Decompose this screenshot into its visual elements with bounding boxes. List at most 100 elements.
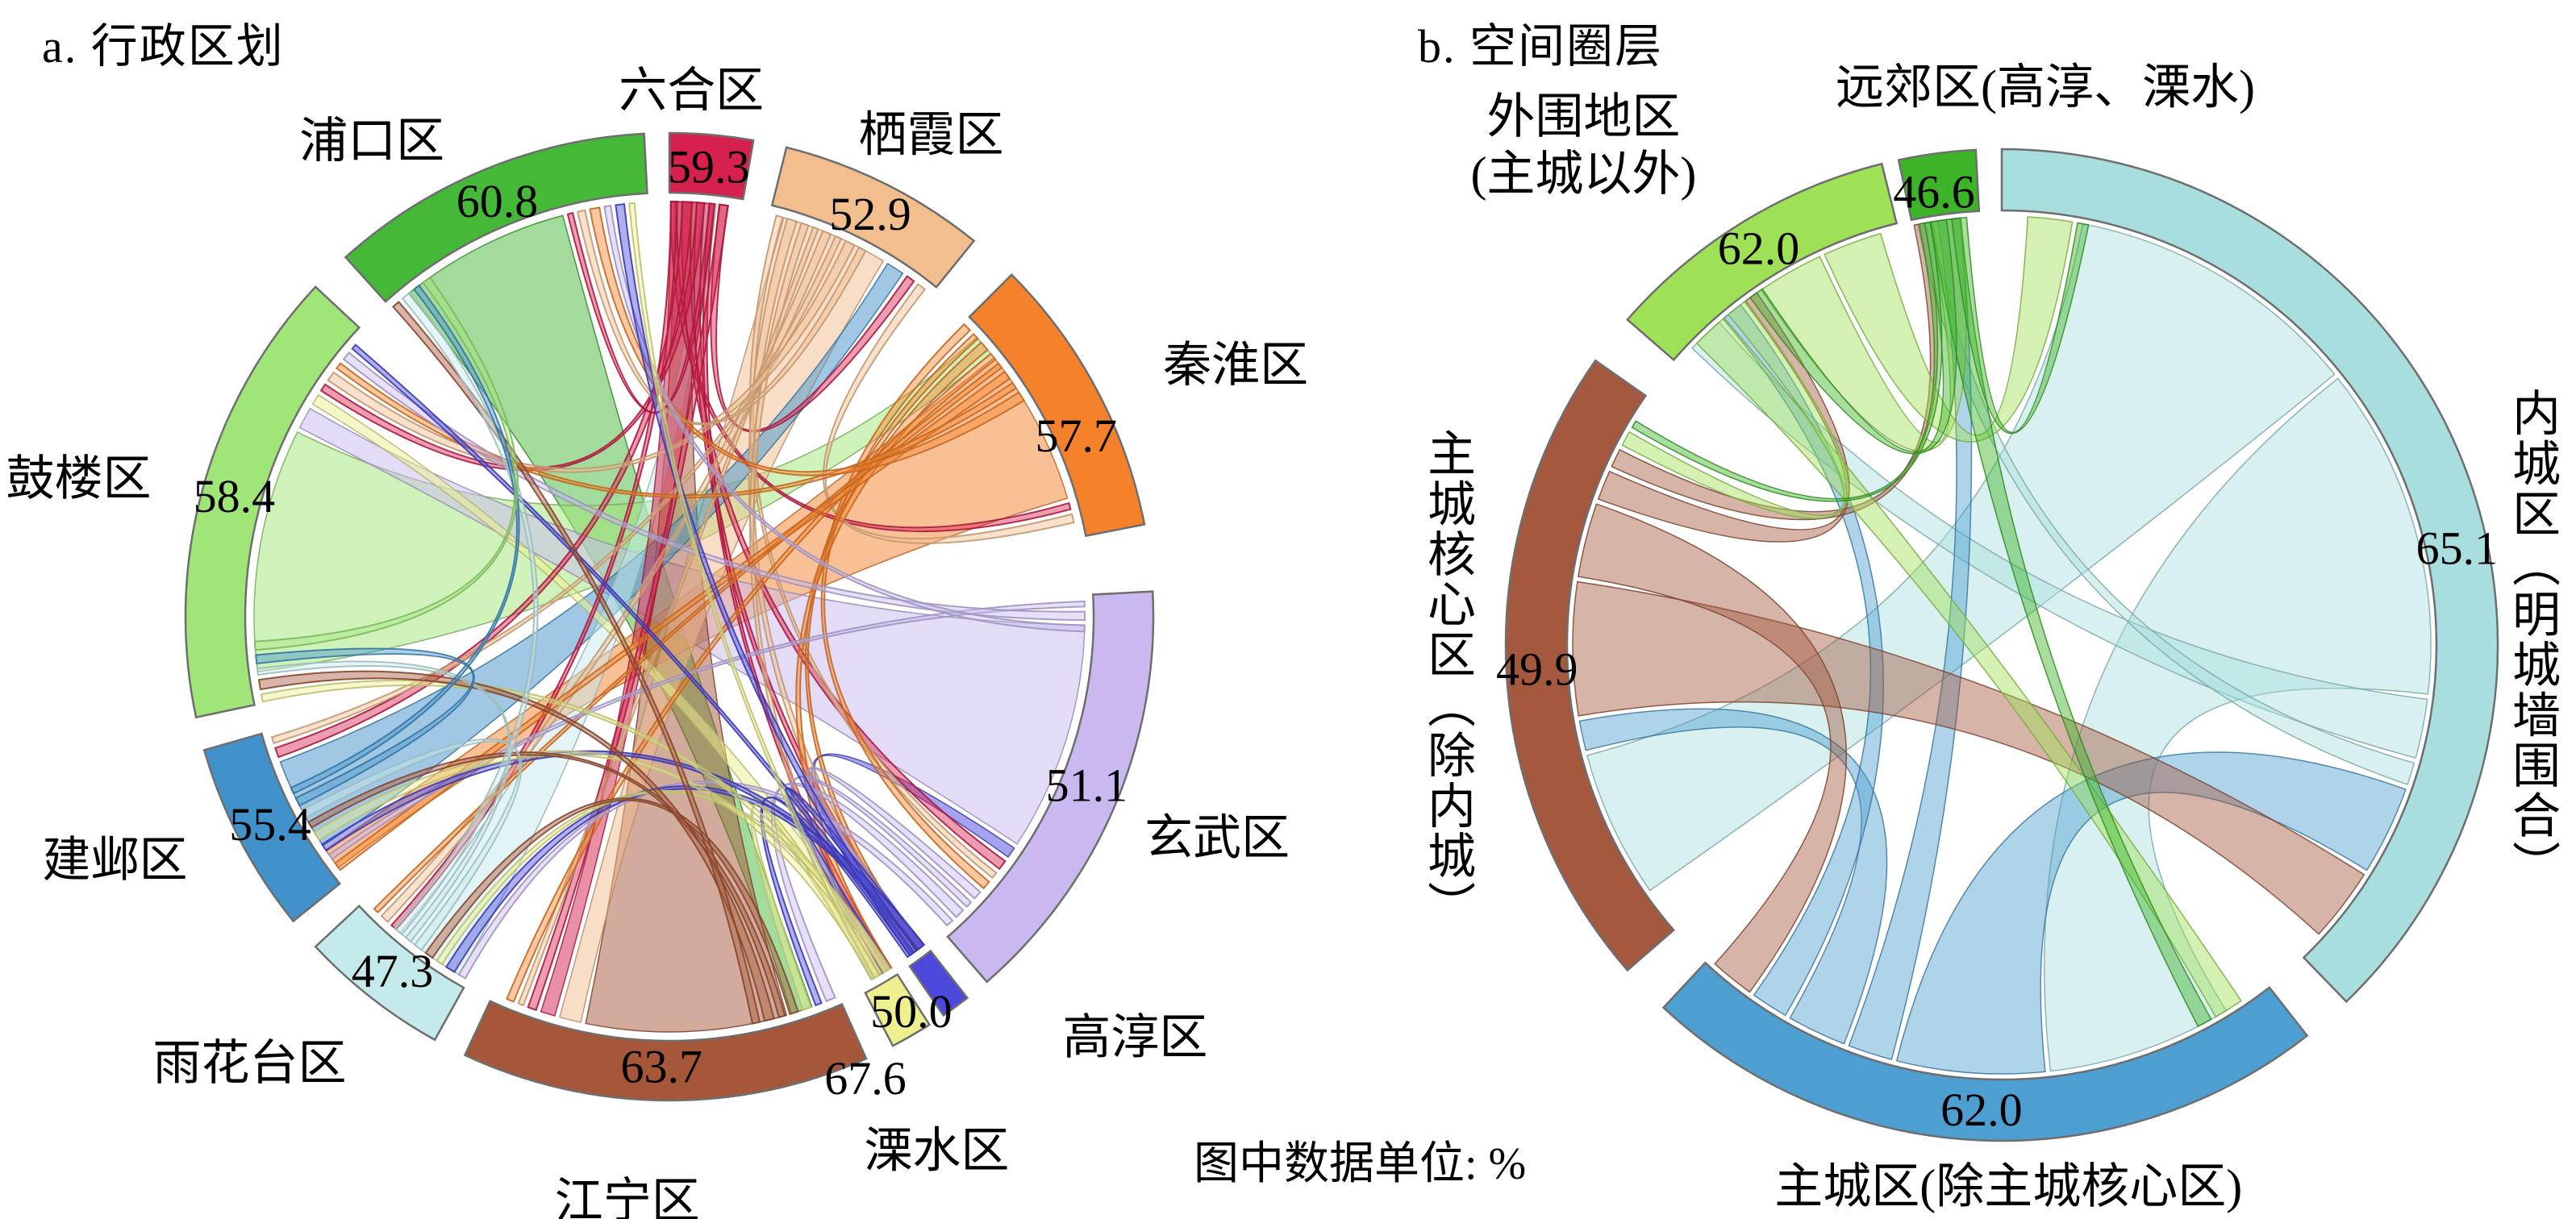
chord-ribbon-thin: [589, 206, 1026, 476]
segment-label: 江宁区: [555, 1175, 700, 1219]
segment-arc-建邺区: [202, 732, 341, 923]
segment-arcs: [1504, 148, 2499, 1142]
ribbons: [1572, 216, 2432, 1075]
chord-ribbon-thin: [257, 670, 775, 1022]
chord-ribbon-thin: [313, 750, 882, 981]
segment-arc-主城核心区(除内城): [1504, 359, 1675, 972]
segment-arc-鼓楼区: [184, 285, 361, 719]
segment-arc-江宁区: [463, 1000, 868, 1102]
segment-value: 63.7: [621, 1040, 703, 1092]
segment-arc-玄武区: [946, 590, 1155, 984]
chord-ribbon-thin: [351, 343, 915, 957]
segment-arc-栖霞区: [770, 146, 976, 289]
segment-arc-六合区: [668, 131, 755, 201]
segment-label: 外围地区(主城以外): [1470, 90, 1696, 201]
chord-ribbon-thin: [710, 203, 915, 433]
chord-ribbon: [1895, 751, 2407, 1075]
chord-ribbon-thin: [615, 202, 919, 957]
chord-ribbon: [1572, 580, 2366, 935]
chord-ribbon: [1824, 216, 2074, 443]
segment-value: 55.4: [229, 798, 311, 851]
chord-ribbon: [1577, 503, 1848, 993]
chord-ribbon-thin: [320, 750, 926, 951]
segment-arc-雨花台区: [314, 904, 465, 1042]
segment-value: 52.9: [829, 188, 911, 240]
chord-ribbon: [811, 753, 1015, 955]
chord-ribbon-thin: [255, 647, 475, 807]
segment-label: 六合区: [619, 64, 764, 117]
segment-value: 59.3: [668, 141, 750, 193]
chord-ribbon-thin: [603, 205, 1086, 633]
chord-ribbon-thin: [290, 284, 520, 795]
chord-ribbon-thin: [342, 351, 1086, 622]
segment-arc-内城区(明城墙围合): [2000, 148, 2499, 1004]
chord-ribbon-thin: [628, 202, 881, 980]
segment-label: 主城区(除主城核心区): [1774, 1160, 2242, 1213]
chord-ribbon-thin: [527, 203, 729, 1012]
segment-value: 47.3: [352, 945, 434, 997]
chord-ribbon-thin: [270, 235, 843, 745]
segment-arc-溧水区: [864, 972, 932, 1047]
chord-ribbon: [1749, 218, 1957, 455]
labels: 内城区︵明城墙围合︶ 65.1 主城区(除主城核心区) 62.0 主城核心区︵除内城︶ 4…: [1428, 61, 2561, 1213]
segment-label: 栖霞区: [858, 108, 1003, 161]
chord-ribbon-thin: [770, 782, 965, 1003]
segment-arc-秦淮区: [968, 273, 1146, 538]
data-unit-note: 图中数据单位: %: [1194, 1139, 1527, 1189]
segment-arc-高淳区: [908, 949, 969, 1017]
segment-arc-主城区(除主城核心区): [1661, 961, 2309, 1142]
chord-ribbon: [1695, 317, 2242, 1018]
segment-value: 57.7: [1036, 410, 1118, 462]
segment-value: 62.0: [1940, 1084, 2023, 1136]
chord-ribbon-thin: [393, 291, 539, 936]
chord-ribbon: [1951, 216, 2090, 435]
segment-value: 65.1: [2416, 522, 2499, 575]
chord-ribbon: [1586, 223, 2336, 892]
chord-ribbon: [1611, 222, 1939, 521]
segment-value: 49.9: [1496, 643, 1578, 696]
segment-value: 62.0: [1718, 223, 1800, 275]
segment-arc-远郊区(高淳、溧水): [1897, 148, 1981, 222]
segment-label: 主城核心区︵除内城︶: [1428, 428, 1476, 934]
chord-ribbon-thin: [391, 301, 761, 1025]
chord-ribbon-thin: [253, 276, 519, 651]
chord-ribbon-thin: [307, 751, 786, 1019]
panel-b-title: b. 空间圈层: [1418, 20, 1664, 73]
chord-ribbon: [1621, 299, 1850, 519]
segment-arcs: [184, 131, 1155, 1102]
panel-a-title: a. 行政区划: [42, 20, 285, 73]
segment-value: 67.6: [824, 1052, 907, 1105]
segment-label: 远郊区(高淳、溧水): [1836, 61, 2255, 114]
segment-label: 建邺区: [42, 834, 187, 887]
segment-value: 60.8: [456, 175, 539, 227]
chord-ribbon: [2044, 377, 2432, 1072]
chord-ribbon-thin: [577, 209, 867, 426]
chord-ribbon-thin: [300, 738, 523, 951]
chart-a-admin-districts: 六合区 59.3 栖霞区 52.9 秦淮区 57.7 玄武区 51.1 高淳区 50.0 溧水区 67…: [6, 64, 1308, 1219]
chord-ribbon: [1578, 708, 1888, 1045]
chord-ribbon-thin: [327, 239, 856, 473]
chord-ribbon-thin: [457, 780, 954, 980]
chord-ribbon-thin: [319, 202, 706, 472]
segment-arc-外围地区(主城以外): [1626, 162, 1899, 362]
segment-value: 46.6: [1893, 166, 1975, 218]
chord-ribbon-thin: [256, 660, 511, 943]
segment-arc-浦口区: [344, 132, 648, 303]
chord-ribbon-thin: [260, 679, 891, 974]
chord-ribbon-thin: [334, 370, 1011, 872]
segment-value: 50.0: [870, 985, 952, 1038]
chord-ribbon: [279, 262, 904, 847]
segment-label: 浦口区: [299, 114, 444, 168]
chord-ribbon: [1631, 221, 1943, 502]
segment-label: 雨花台区: [152, 1037, 346, 1090]
segment-label: 高淳区: [1062, 1011, 1207, 1064]
segment-value: 51.1: [1046, 759, 1128, 812]
chord-ribbon-thin: [566, 202, 716, 414]
segment-label: 玄武区: [1144, 812, 1290, 865]
chord-ribbon-thin: [327, 600, 1086, 860]
chart-b-spatial-circles: 内城区︵明城墙围合︶ 65.1 主城区(除主城核心区) 62.0 主城核心区︵除内城︶ 4…: [1428, 61, 2561, 1213]
chord-ribbon-thin: [669, 200, 1072, 533]
labels: 六合区 59.3 栖霞区 52.9 秦淮区 57.7 玄武区 51.1 高淳区 50.0 溧水区 67…: [6, 64, 1308, 1219]
chord-ribbon: [1930, 217, 2212, 1028]
